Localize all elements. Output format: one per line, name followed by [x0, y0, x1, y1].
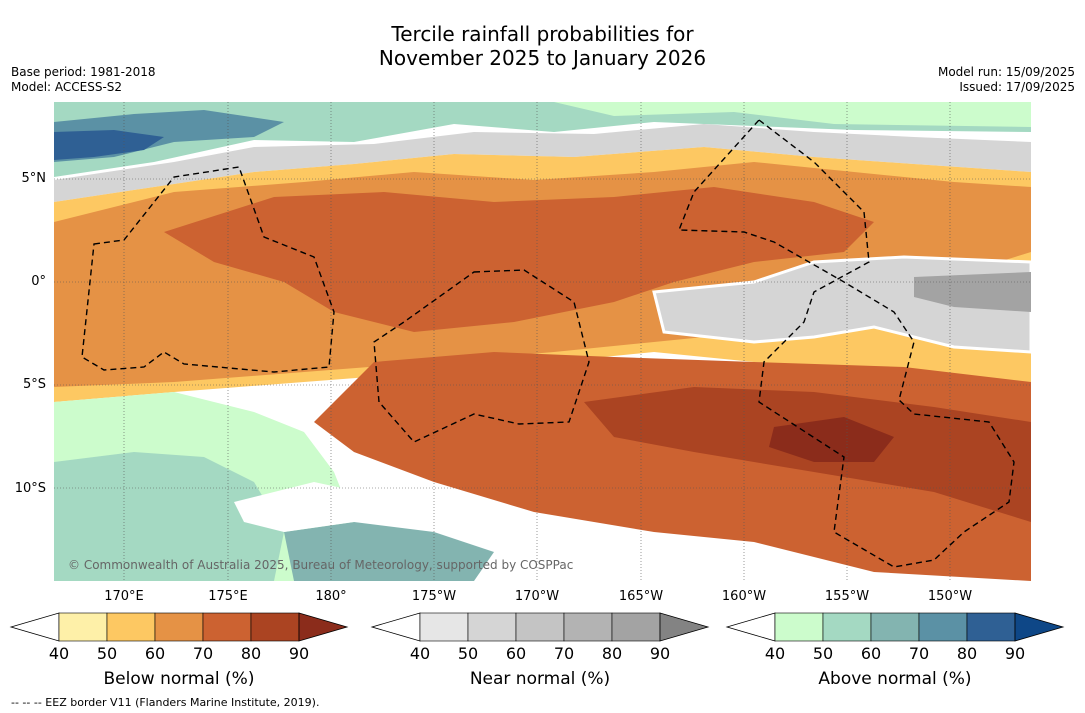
lon-label-170e: 170°E [104, 589, 144, 604]
lat-label-5n: 5°N [21, 171, 47, 186]
cb1-tick-90: 90 [649, 644, 671, 663]
near-normal-east-dark [914, 272, 1031, 312]
colorbar-0-segment [250, 612, 300, 642]
cb1-tick-60: 60 [505, 644, 527, 663]
colorbar-1-segment [563, 612, 613, 642]
colorbar-above-normal-label: Above normal (%) [818, 669, 972, 689]
title-line-1: Tercile rainfall probabilities for [391, 22, 694, 46]
model-run: Model run: 15/09/2025 [937, 65, 1075, 79]
title-line-2: November 2025 to January 2026 [378, 46, 707, 70]
colorbar-near-normal [370, 612, 710, 642]
cb1-tick-70: 70 [553, 644, 575, 663]
colorbar-1-segment [419, 612, 469, 642]
colorbar-2-segment [870, 612, 920, 642]
colorbar-1-segment [515, 612, 565, 642]
colorbar-0-segment [202, 612, 252, 642]
colorbar-1-segment [467, 612, 517, 642]
lon-label-180: 180° [315, 589, 347, 604]
cb2-tick-80: 80 [956, 644, 978, 663]
cb1-tick-50: 50 [457, 644, 479, 663]
colorbar-2-segment [822, 612, 872, 642]
below-normal-70-80 [164, 187, 874, 332]
cb2-tick-40: 40 [764, 644, 786, 663]
colorbar-above-normal [725, 612, 1065, 642]
eez-borders [81, 119, 1015, 568]
colorbar-0-segment [58, 612, 108, 642]
colorbar-near-normal-label: Near normal (%) [469, 669, 611, 689]
meta-right: Model run: 15/09/2025 Issued: 17/09/2025 [938, 65, 1075, 95]
cb0-tick-50: 50 [96, 644, 118, 663]
lon-label-165w: 165°W [618, 589, 664, 604]
issued-date: Issued: 17/09/2025 [959, 80, 1075, 94]
page-title: Tercile rainfall probabilities for Novem… [0, 22, 1085, 70]
colorbar-0-segment [106, 612, 156, 642]
cb1-tick-40: 40 [409, 644, 431, 663]
meta-left: Base period: 1981-2018 Model: ACCESS-S2 [11, 65, 156, 95]
lat-label-10s: 10°S [14, 481, 46, 496]
colorbar-below-normal [9, 612, 349, 642]
cb2-tick-50: 50 [812, 644, 834, 663]
lon-label-155w: 155°W [824, 589, 870, 604]
eez-footnote: -- -- -- EEZ border V11 (Flanders Marine… [11, 696, 320, 709]
above-normal-north-dark2 [54, 130, 164, 160]
colorbar-below-normal-label: Below normal (%) [103, 669, 255, 689]
cb2-tick-90: 90 [1004, 644, 1026, 663]
near-normal-north [54, 124, 1031, 202]
colorbar-0-extend-high [298, 612, 349, 642]
cb2-tick-70: 70 [908, 644, 930, 663]
colorbar-2-segment [966, 612, 1016, 642]
colorbar-1-segment [611, 612, 661, 642]
copyright-notice: © Commonwealth of Australia 2025, Bureau… [68, 558, 574, 572]
gridlines [54, 102, 1031, 581]
lon-label-150w: 150°W [927, 589, 973, 604]
above-normal-north-light [554, 102, 1031, 127]
cb0-tick-80: 80 [240, 644, 262, 663]
near-normal-south-white [234, 482, 384, 532]
cb0-tick-60: 60 [144, 644, 166, 663]
lon-label-175w: 175°W [411, 589, 457, 604]
above-normal-south-dark [284, 522, 494, 581]
lon-label-160w: 160°W [721, 589, 767, 604]
colorbar-2-segment [918, 612, 968, 642]
colorbar-0-segment [154, 612, 204, 642]
cb0-tick-90: 90 [288, 644, 310, 663]
above-normal-south-mid [54, 452, 284, 581]
colorbar-0-extend-low [9, 612, 60, 642]
colorbars [9, 612, 1065, 642]
lat-label-5s: 5°S [22, 377, 46, 392]
model-name: Model: ACCESS-S2 [11, 80, 123, 94]
cb1-tick-80: 80 [601, 644, 623, 663]
cb0-tick-40: 40 [48, 644, 70, 663]
colorbar-2-extend-low [725, 612, 776, 642]
colorbar-2-extend-high [1014, 612, 1065, 642]
lat-label-0: 0° [31, 274, 46, 289]
colorbar-1-extend-high [659, 612, 710, 642]
colorbar-1-extend-low [370, 612, 421, 642]
cb0-tick-70: 70 [192, 644, 214, 663]
base-period: Base period: 1981-2018 [11, 65, 156, 79]
lon-label-170w: 170°W [514, 589, 560, 604]
cb2-tick-60: 60 [860, 644, 882, 663]
above-normal-north [54, 102, 1031, 177]
colorbar-2-segment [774, 612, 824, 642]
rainfall-map [54, 102, 1031, 581]
lon-label-175e: 175°E [208, 589, 248, 604]
